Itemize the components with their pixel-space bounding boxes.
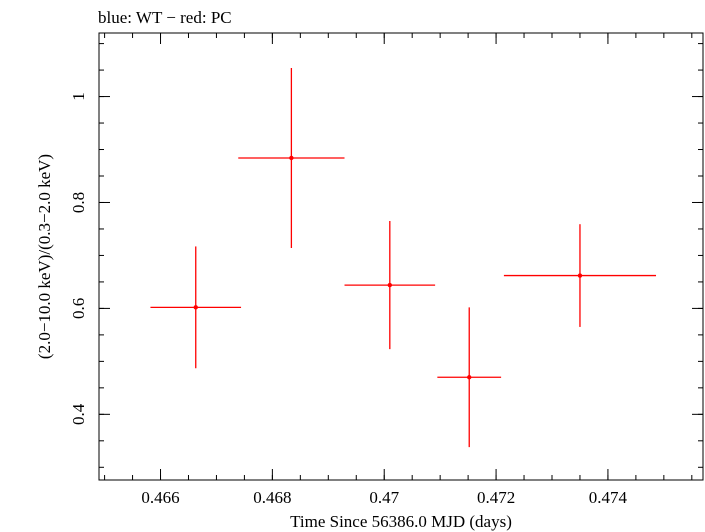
y-axis-label: (2.0−10.0 keV)/(0.3−2.0 keV) (35, 154, 54, 359)
y-tick-label: 1 (69, 92, 88, 101)
x-tick-label: 0.474 (589, 488, 628, 507)
x-tick-label: 0.47 (369, 488, 399, 507)
data-marker (387, 282, 393, 288)
data-marker (289, 155, 294, 161)
data-point (238, 67, 345, 249)
axis-tick-labels: 0.466 0.468 0.47 0.472 0.474 0.4 0.6 0.8 1 (69, 92, 628, 507)
x-tick-label: 0.472 (477, 488, 515, 507)
data-marker (467, 375, 472, 380)
data-series-pc (150, 67, 657, 448)
chart-title: blue: WT − red: PC (98, 8, 232, 27)
data-marker (193, 305, 198, 310)
plot-frame (98, 32, 704, 481)
x-tick-label: 0.468 (253, 488, 291, 507)
y-tick-label: 0.8 (69, 192, 88, 213)
y-tick-label: 0.6 (69, 298, 88, 319)
data-point (344, 221, 436, 350)
x-tick-label: 0.466 (141, 488, 179, 507)
y-tick-label: 0.4 (69, 403, 88, 425)
data-point (503, 224, 657, 327)
x-axis-label: Time Since 56386.0 MJD (days) (290, 512, 512, 531)
data-marker (577, 273, 583, 278)
data-point (150, 246, 242, 369)
data-point (437, 307, 502, 448)
axis-ticks (99, 33, 703, 480)
